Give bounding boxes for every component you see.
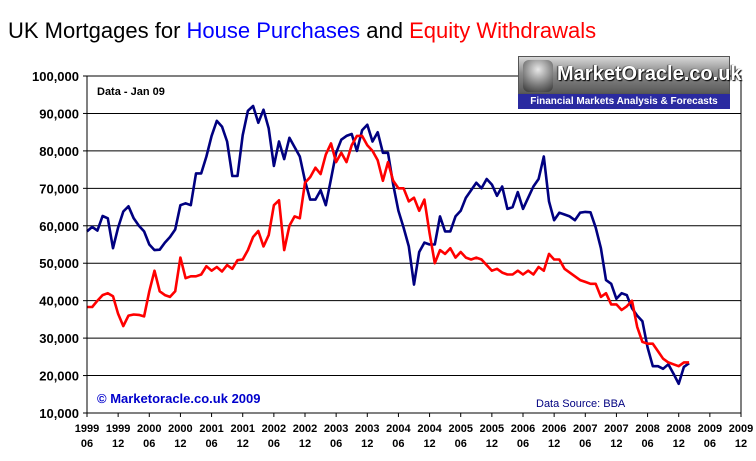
title-part-3: and: [360, 18, 410, 43]
x-tick-year: 2009: [729, 423, 753, 435]
x-tick-year: 2008: [635, 423, 659, 435]
grid-lines: [83, 75, 741, 414]
plot-area-frame: [86, 75, 742, 414]
oracle-figure-icon: [523, 60, 553, 92]
x-tick-year: 2000: [168, 423, 192, 435]
x-tick-year: 1999: [106, 423, 130, 435]
y-tick-label: 60,000: [39, 219, 79, 234]
series-lines: [86, 104, 690, 386]
logo-banner: MarketOracle.co.uk: [518, 56, 742, 94]
x-tick-month: 12: [423, 438, 435, 450]
marketoracle-logo: MarketOracle.co.uk Financial Markets Ana…: [518, 56, 742, 110]
x-tick-month: 12: [237, 438, 249, 450]
x-tick-year: 2007: [604, 423, 628, 435]
x-tick-year: 2005: [448, 423, 472, 435]
x-tick-year: 2004: [417, 423, 442, 435]
x-tick-month: 12: [174, 438, 186, 450]
x-tick-year: 2006: [511, 423, 535, 435]
x-tick-month: 06: [330, 438, 342, 450]
x-tick-year: 2003: [355, 423, 379, 435]
x-tick-month: 12: [610, 438, 622, 450]
x-tick-month: 06: [704, 438, 716, 450]
x-tick-year: 1999: [75, 423, 99, 435]
x-tick-month: 12: [361, 438, 373, 450]
title-part-1: UK Mortgages for: [8, 18, 187, 43]
x-axis-tick-labels: 1999 06 1999 12 2000 06 2000 12 2001 06 2001 12 2002…: [75, 413, 753, 450]
x-tick-month: 12: [112, 438, 124, 450]
x-tick-month: 06: [81, 438, 93, 450]
y-tick-label: 90,000: [39, 106, 79, 121]
x-tick-month: 12: [673, 438, 685, 450]
x-tick-month: 12: [486, 438, 498, 450]
x-tick-year: 2009: [698, 423, 722, 435]
title-house-purchases: House Purchases: [186, 18, 361, 43]
x-tick-year: 2002: [293, 423, 317, 435]
x-tick-year: 2000: [137, 423, 161, 435]
x-tick-year: 2007: [573, 423, 597, 435]
x-tick-month: 06: [517, 438, 529, 450]
y-tick-label: 10,000: [39, 406, 79, 421]
x-tick-year: 2001: [199, 423, 223, 435]
y-tick-label: 50,000: [39, 256, 79, 271]
x-tick-year: 2004: [386, 423, 411, 435]
x-tick-month: 06: [268, 438, 280, 450]
copyright-annotation: © Marketoracle.co.uk 2009: [97, 391, 261, 406]
x-tick-month: 12: [548, 438, 560, 450]
chart-title: UK Mortgages for House Purchases and Equ…: [8, 18, 596, 44]
x-tick-month: 06: [641, 438, 653, 450]
y-tick-label: 40,000: [39, 294, 79, 309]
house-purchases-line: [86, 104, 690, 386]
x-tick-month: 06: [455, 438, 467, 450]
x-tick-year: 2001: [230, 423, 254, 435]
y-axis-tick-labels: 10,000 20,000 30,000 40,000 50,000 60,000 70,0…: [32, 69, 79, 421]
x-tick-year: 2003: [324, 423, 348, 435]
x-tick-month: 12: [299, 438, 311, 450]
x-tick-year: 2002: [262, 423, 286, 435]
x-tick-month: 06: [392, 438, 404, 450]
y-tick-label: 80,000: [39, 144, 79, 159]
logo-tagline: Financial Markets Analysis & Forecasts: [518, 94, 730, 109]
y-tick-label: 20,000: [39, 369, 79, 384]
x-tick-year: 2005: [480, 423, 504, 435]
equity-withdrawals-line: [87, 134, 690, 368]
y-tick-label: 30,000: [39, 331, 79, 346]
x-tick-month: 06: [579, 438, 591, 450]
x-tick-month: 06: [143, 438, 155, 450]
data-date-annotation: Data - Jan 09: [97, 86, 165, 98]
logo-brand-text: MarketOracle.co.uk: [557, 63, 742, 85]
x-tick-year: 2006: [542, 423, 566, 435]
data-source-annotation: Data Source: BBA: [536, 398, 626, 410]
y-tick-label: 70,000: [39, 181, 79, 196]
x-tick-year: 2008: [666, 423, 690, 435]
x-tick-month: 12: [735, 438, 747, 450]
x-tick-month: 06: [205, 438, 217, 450]
title-equity-withdrawals: Equity Withdrawals: [409, 18, 597, 43]
y-tick-label: 100,000: [32, 69, 79, 84]
